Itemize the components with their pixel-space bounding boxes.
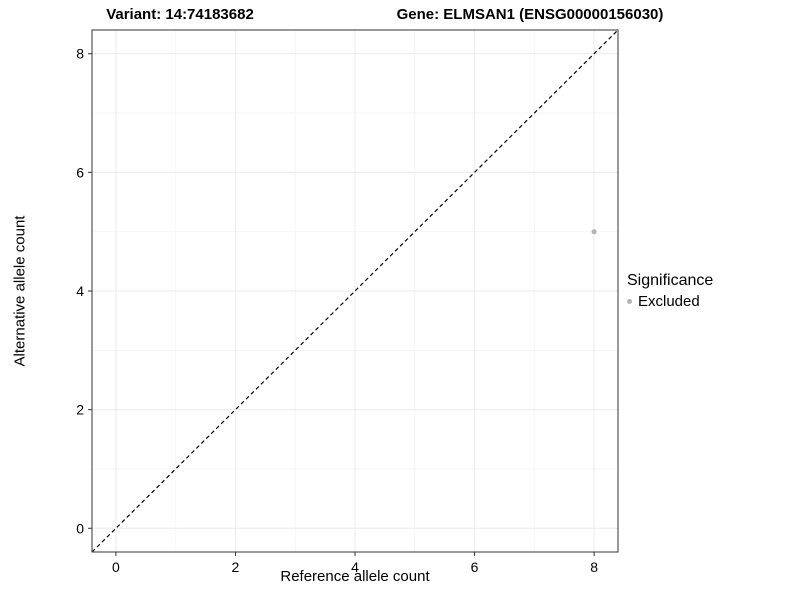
gene-title: Gene: ELMSAN1 (ENSG00000156030) xyxy=(396,6,664,23)
variant-title: Variant: 14:74183682 xyxy=(106,6,254,23)
y-tick-label: 6 xyxy=(76,164,84,180)
y-axis-title: Alternative allele count xyxy=(11,215,29,367)
x-tick-label: 4 xyxy=(351,559,359,575)
x-axis-title: Reference allele count xyxy=(280,568,430,585)
legend-item-label: Excluded xyxy=(638,293,700,310)
legend-title: Significance xyxy=(627,272,714,289)
y-tick-label: 8 xyxy=(76,46,84,62)
y-tick-label: 2 xyxy=(76,402,84,418)
data-point xyxy=(591,229,597,235)
x-tick-label: 2 xyxy=(232,559,240,575)
legend-item-excluded: Excluded xyxy=(627,293,713,310)
x-tick-label: 8 xyxy=(590,559,598,575)
x-tick-label: 0 xyxy=(112,559,120,575)
y-tick-label: 0 xyxy=(76,520,84,536)
y-tick-label: 4 xyxy=(76,283,84,299)
identity-line xyxy=(91,29,619,553)
x-tick-label: 6 xyxy=(471,559,479,575)
legend: Significance Excluded xyxy=(627,272,713,310)
excluded-point-icon xyxy=(627,299,632,304)
